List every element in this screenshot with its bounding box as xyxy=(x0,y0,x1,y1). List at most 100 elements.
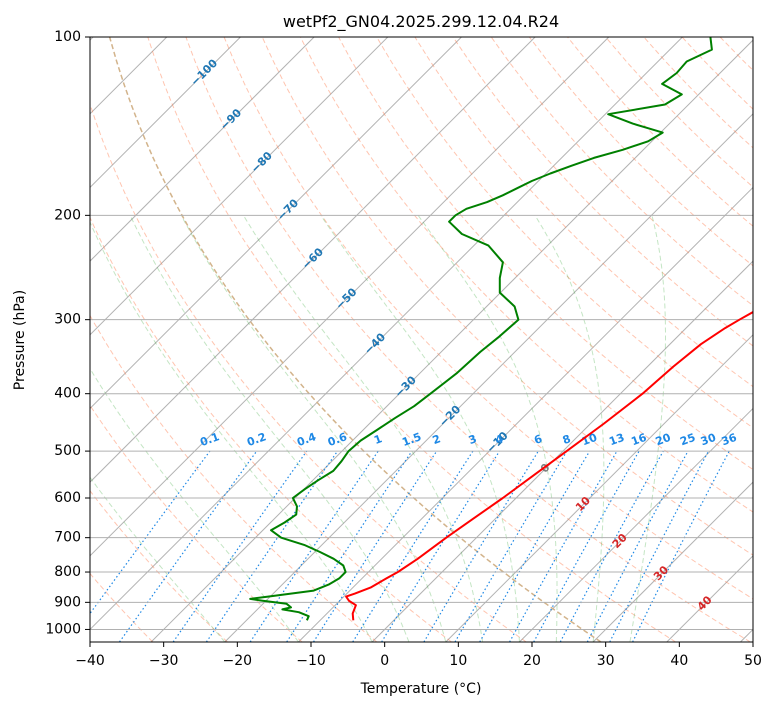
dry-adiabat xyxy=(90,404,303,642)
mixing-ratio-label: 8 xyxy=(561,432,573,447)
mixing-ratio-line xyxy=(509,450,618,642)
temperature-line xyxy=(345,310,753,621)
y-tick-label: 200 xyxy=(54,207,81,223)
mixing-ratio-label: 1.5 xyxy=(400,430,423,449)
moist-adiabat xyxy=(90,367,299,642)
mixing-ratio-line xyxy=(423,450,539,642)
x-tick-label: −20 xyxy=(223,653,253,669)
y-axis-label: Pressure (hPa) xyxy=(12,290,28,390)
dry-adiabat xyxy=(528,37,753,267)
y-tick-label: 400 xyxy=(54,386,81,402)
mixing-ratio-label: 4 xyxy=(493,432,505,447)
y-tick-label: 300 xyxy=(54,312,81,328)
y-tick-label: 100 xyxy=(54,29,81,45)
x-tick-label: 20 xyxy=(523,653,541,669)
y-axis: 100 200 300 400 500 600 700 800 900 1000 xyxy=(45,29,90,637)
dry-adiabat xyxy=(414,37,753,388)
isotherm-line xyxy=(445,334,753,642)
mixing-ratio-line xyxy=(249,450,379,642)
mixing-ratio-line xyxy=(609,450,710,642)
moist-adiabat xyxy=(242,215,484,642)
y-tick-label: 500 xyxy=(54,443,81,459)
isotherm-line xyxy=(90,37,241,189)
dry-adiabat xyxy=(452,37,753,347)
isotherm-line xyxy=(519,407,753,642)
x-tick-label: −10 xyxy=(296,653,326,669)
x-tick-label: 40 xyxy=(670,653,688,669)
isotherm-line xyxy=(90,37,610,557)
mixing-ratio-label: 13 xyxy=(607,431,626,448)
dry-adiabat xyxy=(90,489,228,642)
isotherm-line xyxy=(90,37,462,410)
dry-adiabat xyxy=(681,37,753,110)
isotherm-line xyxy=(90,37,315,262)
x-axis: −40 −30 −20 −10 0 10 20 30 40 50 xyxy=(75,642,762,669)
y-tick-label: 1000 xyxy=(45,621,81,637)
mixing-ratio-label: 0.4 xyxy=(295,430,318,449)
moist-adiabat xyxy=(534,215,605,642)
moist-adiabat xyxy=(417,215,558,642)
x-tick-label: −40 xyxy=(75,653,105,669)
moist-adiabat xyxy=(129,215,410,642)
isotherm-line xyxy=(592,481,753,642)
isotherm-line xyxy=(224,113,753,642)
dry-adiabat xyxy=(605,37,753,188)
isotherm-line xyxy=(666,555,753,642)
x-tick-label: 10 xyxy=(449,653,467,669)
isotherm-line xyxy=(90,37,683,631)
mixing-ratio-line xyxy=(559,450,664,642)
isotherm-line xyxy=(90,37,536,483)
dry-adiabat xyxy=(90,572,154,642)
dry-adiabat xyxy=(338,37,753,471)
mixing-ratio-line xyxy=(632,450,730,642)
moist-adiabat xyxy=(90,476,226,642)
isotherm-line xyxy=(371,260,753,642)
isotherm-line xyxy=(298,186,753,642)
y-tick-label: 600 xyxy=(54,490,81,506)
dry-adiabat xyxy=(185,37,751,642)
mixing-ratio-line xyxy=(312,450,438,642)
sounding-profiles xyxy=(249,37,753,621)
mixing-ratio-line xyxy=(90,450,211,615)
y-tick-label: 900 xyxy=(54,594,81,610)
isotherm-line xyxy=(740,628,753,642)
mixing-ratio-label: 1 xyxy=(372,432,384,447)
x-tick-label: 50 xyxy=(744,653,762,669)
mixing-ratio-label: 30 xyxy=(699,431,718,449)
dry-adiabat xyxy=(223,37,753,600)
mixing-ratio-label: 2 xyxy=(431,432,443,447)
mixing-ratio-line xyxy=(352,450,474,642)
x-tick-label: 0 xyxy=(380,653,389,669)
mixing-ratio-label: 16 xyxy=(629,431,648,449)
x-axis-label: Temperature (°C) xyxy=(360,681,482,697)
mixing-ratio-line xyxy=(119,450,258,642)
mixing-ratio-line xyxy=(286,450,413,642)
isotherm-label: −30 xyxy=(392,373,419,400)
dry-adiabat xyxy=(147,37,676,642)
dry-adiabat xyxy=(490,37,753,307)
reference-adiabat xyxy=(108,37,602,642)
mixing-ratio-label: 3 xyxy=(467,432,479,447)
plot-frame xyxy=(89,36,754,643)
y-tick-label: 800 xyxy=(54,564,81,580)
x-tick-label: −30 xyxy=(149,653,179,669)
dry-adiabat xyxy=(90,102,527,642)
mixing-ratio-label: 6 xyxy=(532,432,544,447)
chart-title: wetPf2_GN04.2025.299.12.04.R24 xyxy=(283,12,559,32)
mixing-ratio-label: 0.6 xyxy=(326,430,349,449)
mixing-ratio-label: 10 xyxy=(580,431,599,449)
moist-adiabat xyxy=(180,215,447,642)
dewpoint-line xyxy=(249,37,713,621)
dry-adiabat xyxy=(261,37,753,556)
mixing-ratio-line xyxy=(381,450,501,642)
mixing-ratio-label: 0.2 xyxy=(245,430,268,449)
x-tick-label: 30 xyxy=(597,653,615,669)
mixing-ratio-line xyxy=(172,450,308,642)
dry-adiabat xyxy=(758,37,775,642)
mixing-ratio-label: 36 xyxy=(720,431,739,449)
mixing-ratio-line xyxy=(205,450,338,642)
y-tick-label: 700 xyxy=(54,530,81,546)
mixing-ratio-label: 20 xyxy=(654,431,673,449)
pressure-gridlines xyxy=(90,37,753,630)
